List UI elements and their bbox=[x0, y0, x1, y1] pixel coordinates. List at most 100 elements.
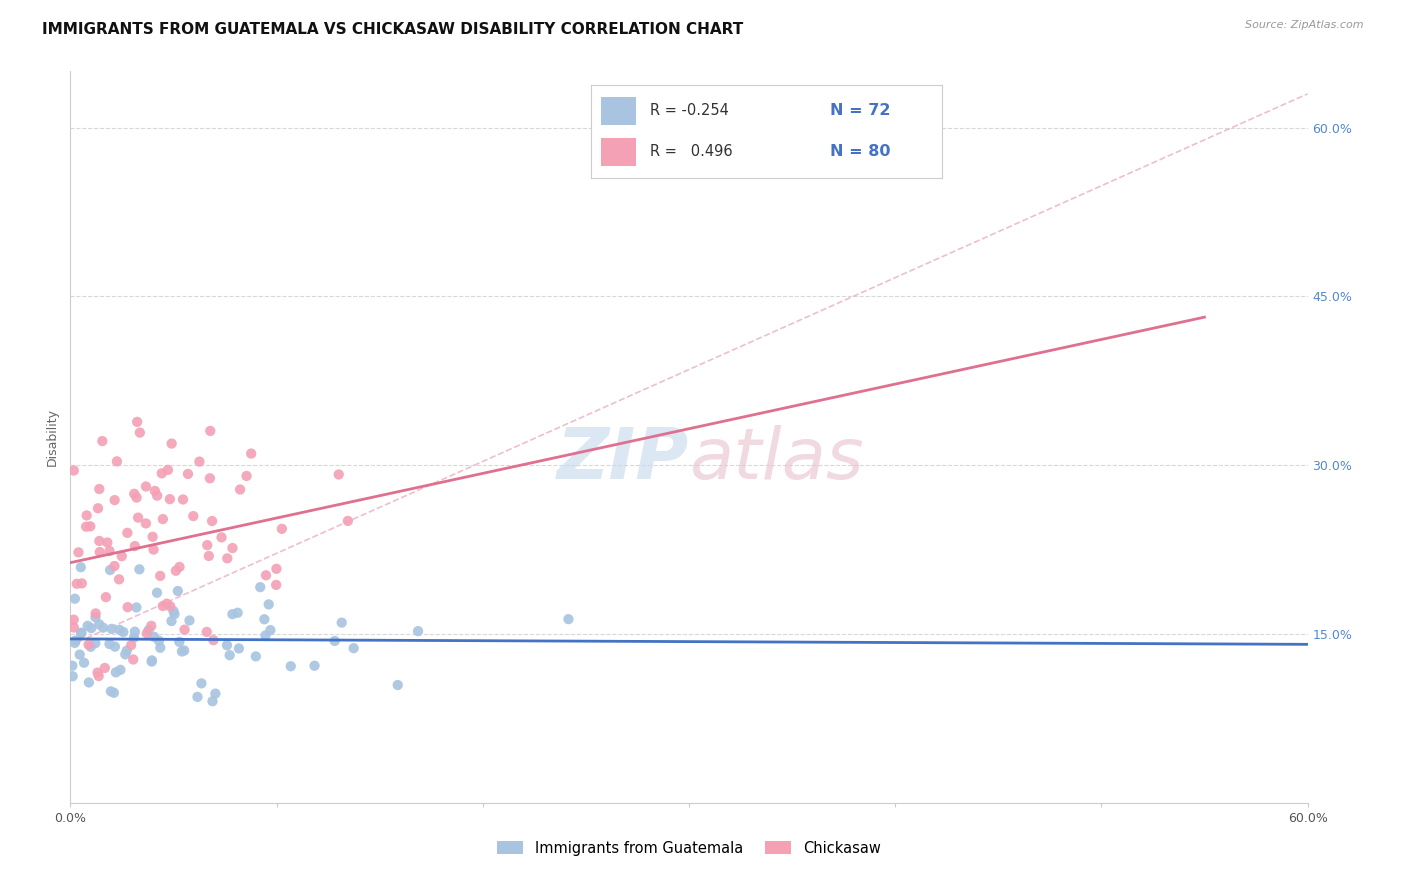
Point bbox=[104, 493, 127, 508]
Point bbox=[122, 652, 145, 666]
Point bbox=[91, 434, 114, 448]
Point bbox=[406, 624, 429, 639]
Point bbox=[103, 559, 125, 574]
Point bbox=[179, 614, 201, 628]
Point bbox=[125, 491, 148, 505]
Point bbox=[142, 542, 165, 557]
Point bbox=[135, 516, 157, 531]
Point bbox=[112, 625, 135, 640]
Point bbox=[163, 607, 186, 621]
Point bbox=[254, 568, 277, 582]
Text: Source: ZipAtlas.com: Source: ZipAtlas.com bbox=[1246, 20, 1364, 29]
Point bbox=[202, 633, 225, 648]
Point bbox=[94, 590, 117, 604]
Point bbox=[211, 530, 233, 544]
Point bbox=[104, 640, 127, 654]
Point bbox=[69, 560, 91, 574]
Point bbox=[89, 545, 111, 559]
Point bbox=[124, 539, 146, 553]
Y-axis label: Disability: Disability bbox=[45, 408, 59, 467]
Point bbox=[94, 661, 117, 675]
Point bbox=[195, 538, 218, 552]
Bar bbox=[602, 138, 636, 166]
Point bbox=[143, 483, 166, 498]
Point bbox=[201, 694, 224, 708]
Point bbox=[63, 636, 86, 650]
Point bbox=[65, 633, 87, 648]
Point bbox=[156, 597, 179, 611]
Point bbox=[150, 467, 173, 481]
Point bbox=[127, 510, 149, 524]
Point bbox=[89, 533, 111, 548]
Point bbox=[156, 463, 179, 477]
Point bbox=[100, 622, 122, 636]
Point bbox=[62, 613, 84, 627]
Point bbox=[120, 638, 142, 652]
Point bbox=[110, 663, 132, 677]
Point bbox=[66, 576, 89, 591]
Point bbox=[188, 454, 211, 468]
Point bbox=[89, 482, 111, 496]
Point bbox=[98, 637, 121, 651]
Point bbox=[142, 630, 165, 644]
Point bbox=[135, 479, 157, 493]
Point bbox=[80, 640, 103, 654]
Point bbox=[264, 578, 287, 592]
Point bbox=[69, 648, 91, 662]
Point bbox=[166, 584, 188, 599]
Point bbox=[152, 512, 174, 526]
Point bbox=[557, 612, 579, 626]
Point bbox=[195, 624, 218, 639]
Point bbox=[280, 659, 302, 673]
Point bbox=[141, 619, 163, 633]
Point bbox=[70, 626, 93, 640]
Point bbox=[98, 563, 121, 577]
Point bbox=[60, 658, 83, 673]
Point bbox=[89, 617, 111, 632]
Point bbox=[114, 648, 136, 662]
Point bbox=[159, 492, 181, 507]
Point bbox=[117, 600, 139, 615]
Point bbox=[127, 415, 149, 429]
Point bbox=[104, 665, 127, 680]
Point bbox=[62, 669, 84, 683]
Point bbox=[70, 576, 93, 591]
Point bbox=[122, 487, 145, 501]
Point bbox=[146, 489, 169, 503]
Point bbox=[330, 615, 353, 630]
Point bbox=[87, 669, 110, 683]
Point bbox=[162, 604, 184, 618]
Point bbox=[173, 623, 195, 637]
Point bbox=[62, 463, 84, 477]
Point bbox=[257, 598, 280, 612]
Point bbox=[63, 591, 86, 606]
Point bbox=[169, 635, 191, 649]
Point bbox=[198, 471, 221, 485]
Point bbox=[186, 690, 208, 704]
Point bbox=[266, 562, 288, 576]
Text: ZIP: ZIP bbox=[557, 425, 689, 493]
Point bbox=[111, 549, 134, 564]
Point bbox=[91, 621, 114, 635]
Point bbox=[235, 469, 257, 483]
Point bbox=[169, 560, 191, 574]
Point bbox=[323, 634, 346, 648]
Point bbox=[343, 641, 366, 656]
Text: R =   0.496: R = 0.496 bbox=[650, 144, 733, 159]
Point bbox=[84, 636, 107, 650]
Point bbox=[115, 643, 138, 657]
Point bbox=[387, 678, 409, 692]
Point bbox=[84, 607, 107, 621]
Point bbox=[75, 519, 97, 533]
Text: N = 80: N = 80 bbox=[830, 144, 890, 159]
Point bbox=[160, 436, 183, 450]
Point bbox=[105, 454, 128, 468]
Point bbox=[96, 535, 118, 549]
Point bbox=[159, 599, 181, 614]
Point bbox=[304, 658, 326, 673]
Point bbox=[259, 623, 281, 637]
Point bbox=[254, 628, 277, 642]
Point bbox=[87, 501, 110, 516]
Point bbox=[249, 580, 271, 594]
Point bbox=[177, 467, 200, 481]
